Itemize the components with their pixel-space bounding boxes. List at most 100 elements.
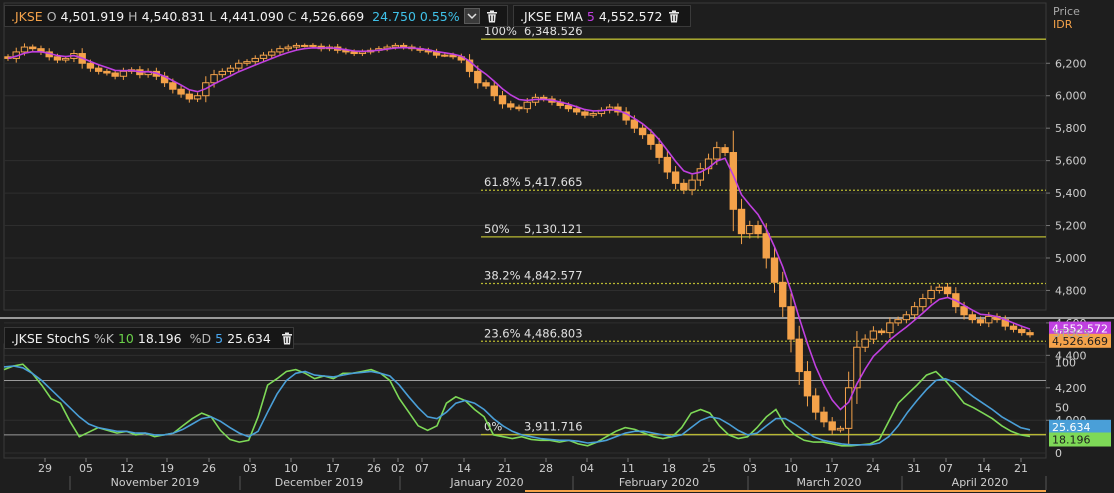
day-label: 05 xyxy=(79,462,93,475)
ema-value-tag-bg xyxy=(1049,321,1111,336)
change-value: 24.750 xyxy=(372,8,416,24)
close-value: 4,526.669 xyxy=(300,8,365,24)
month-label: March 2020 xyxy=(796,476,861,489)
stoch-tick-label: 0 xyxy=(1055,447,1062,460)
candle-body xyxy=(20,46,29,53)
stoch-d-line xyxy=(3,365,1031,446)
price-tick-label: 5,800 xyxy=(1055,122,1087,135)
candle-body xyxy=(968,314,977,321)
candle-body xyxy=(754,225,762,235)
month-label: December 2019 xyxy=(275,476,364,489)
fib-level-percent: 23.6% xyxy=(484,326,521,340)
price-tick-label: 4,800 xyxy=(1055,284,1087,297)
day-label: 07 xyxy=(939,462,953,475)
change-percent: 0.55% xyxy=(419,8,460,24)
price-grid xyxy=(0,2,1114,421)
candle-body xyxy=(243,61,251,64)
candle-body xyxy=(721,147,729,154)
candle-body xyxy=(630,119,639,129)
candle-body xyxy=(218,70,226,76)
candle-body xyxy=(844,387,853,429)
d-label: %D xyxy=(189,330,212,346)
candle-body xyxy=(111,72,119,77)
candle-body xyxy=(919,298,927,308)
price-axis-title: Price xyxy=(1053,5,1080,18)
fibonacci-retracement[interactable]: 100% 6,348.526 61.8% 5,417.665 50% 5,130.121 3… xyxy=(481,24,1046,436)
candle-body xyxy=(268,51,276,56)
day-label: 14 xyxy=(977,462,991,475)
day-label: 26 xyxy=(367,462,381,475)
candle-body xyxy=(309,44,317,47)
stoch-d-value-tag-bg xyxy=(1049,419,1111,434)
stoch-panel-frame xyxy=(3,343,1047,459)
candle-body xyxy=(671,171,680,184)
day-label: 14 xyxy=(457,462,471,475)
month-label: April 2020 xyxy=(952,476,1009,489)
price-tick-label: 5,600 xyxy=(1055,155,1087,168)
day-label: 03 xyxy=(243,462,257,475)
candle-body xyxy=(86,62,95,69)
price-legend[interactable]: .JKSE O 4,501.919 H 4,540.831 L 4,441.090 C… xyxy=(4,5,508,27)
month-label: January 2020 xyxy=(449,476,523,489)
candle-body xyxy=(581,111,589,116)
price-tick-label: 4,400 xyxy=(1055,349,1087,362)
candle-body xyxy=(803,371,812,397)
day-label: 19 xyxy=(160,462,174,475)
candle-body xyxy=(226,67,235,72)
candle-body xyxy=(688,179,696,191)
candle-body xyxy=(647,134,655,145)
day-label: 21 xyxy=(1014,462,1028,475)
high-value: 4,540.831 xyxy=(141,8,206,24)
candle-body xyxy=(29,46,37,50)
candle-body xyxy=(474,70,482,84)
candle-body xyxy=(119,70,128,77)
candle-body xyxy=(103,70,111,74)
candle-body xyxy=(663,156,672,173)
k-period: 10 xyxy=(117,330,134,346)
d-period: 5 xyxy=(215,330,224,346)
candle-body xyxy=(449,54,457,58)
candle-body xyxy=(787,306,795,340)
day-label: 02 xyxy=(391,462,405,475)
candle-body xyxy=(902,314,911,321)
candle-body xyxy=(886,322,894,334)
k-label: %K xyxy=(93,330,114,346)
price-tick-label: 6,200 xyxy=(1055,57,1087,70)
price-tick-label: 4,200 xyxy=(1055,382,1087,395)
day-label: 10 xyxy=(784,462,798,475)
price-legend-symbol: .JKSE xyxy=(11,8,43,24)
candle-body xyxy=(704,158,713,170)
candle-body xyxy=(482,82,490,87)
candle-body xyxy=(572,108,581,113)
day-label: 11 xyxy=(621,462,635,475)
day-label: 12 xyxy=(120,462,134,475)
candle-body xyxy=(185,93,194,100)
ema-legend[interactable]: .JKSE EMA 5 4,552.572 xyxy=(513,5,691,27)
candle-body xyxy=(655,143,663,158)
candle-body xyxy=(746,225,754,235)
day-label: 26 xyxy=(202,462,216,475)
candle-body xyxy=(877,330,886,334)
open-label: O xyxy=(46,8,57,24)
stoch-tick-label: 50 xyxy=(1055,402,1069,415)
low-value: 4,441.090 xyxy=(220,8,284,24)
day-label: 10 xyxy=(284,462,298,475)
candle-body xyxy=(737,208,746,235)
stoch-d-value-tag: 25.634 xyxy=(1052,421,1091,434)
trash-icon[interactable] xyxy=(484,8,500,24)
candle-body xyxy=(779,281,787,308)
candle-body xyxy=(292,44,301,48)
trash-icon[interactable] xyxy=(666,8,682,24)
day-label: 21 xyxy=(498,462,512,475)
fib-level-percent: 100% xyxy=(484,24,517,38)
stoch-legend[interactable]: .JKSE StochS %K 10 18.196 %D 5 25.634 xyxy=(4,327,294,349)
stoch-k-value-tag-bg xyxy=(1049,432,1111,447)
candle-body xyxy=(976,319,985,324)
fib-level-value: 6,348.526 xyxy=(524,24,583,38)
candle-body xyxy=(861,338,869,348)
chevron-down-icon[interactable] xyxy=(463,8,480,24)
candle-body xyxy=(812,395,820,413)
trash-icon[interactable] xyxy=(281,330,293,346)
